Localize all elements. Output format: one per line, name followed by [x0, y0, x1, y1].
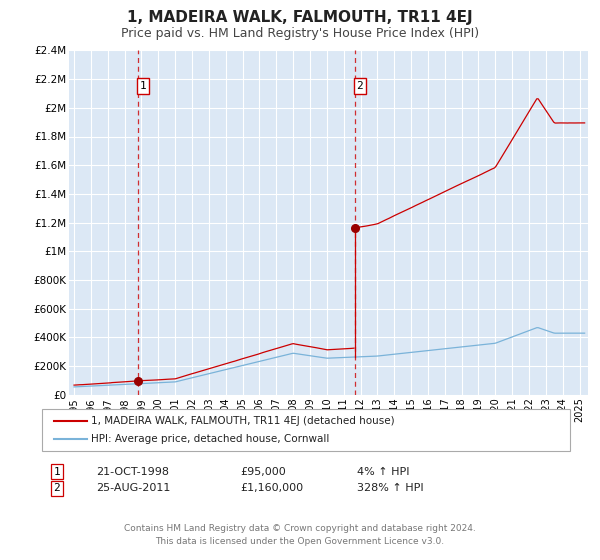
- Text: 1, MADEIRA WALK, FALMOUTH, TR11 4EJ: 1, MADEIRA WALK, FALMOUTH, TR11 4EJ: [127, 10, 473, 25]
- Text: 1: 1: [140, 81, 146, 91]
- Text: 21-OCT-1998: 21-OCT-1998: [96, 466, 169, 477]
- Text: 1, MADEIRA WALK, FALMOUTH, TR11 4EJ (detached house): 1, MADEIRA WALK, FALMOUTH, TR11 4EJ (det…: [91, 417, 395, 426]
- Text: 1: 1: [53, 466, 61, 477]
- Text: Price paid vs. HM Land Registry's House Price Index (HPI): Price paid vs. HM Land Registry's House …: [121, 27, 479, 40]
- Text: 4% ↑ HPI: 4% ↑ HPI: [357, 466, 409, 477]
- Text: 2: 2: [53, 483, 61, 493]
- Text: 2: 2: [356, 81, 363, 91]
- Text: 328% ↑ HPI: 328% ↑ HPI: [357, 483, 424, 493]
- Text: £95,000: £95,000: [240, 466, 286, 477]
- Text: Contains HM Land Registry data © Crown copyright and database right 2024.: Contains HM Land Registry data © Crown c…: [124, 524, 476, 533]
- Text: This data is licensed under the Open Government Licence v3.0.: This data is licensed under the Open Gov…: [155, 537, 445, 546]
- Text: £1,160,000: £1,160,000: [240, 483, 303, 493]
- Text: HPI: Average price, detached house, Cornwall: HPI: Average price, detached house, Corn…: [91, 434, 329, 444]
- Text: 25-AUG-2011: 25-AUG-2011: [96, 483, 170, 493]
